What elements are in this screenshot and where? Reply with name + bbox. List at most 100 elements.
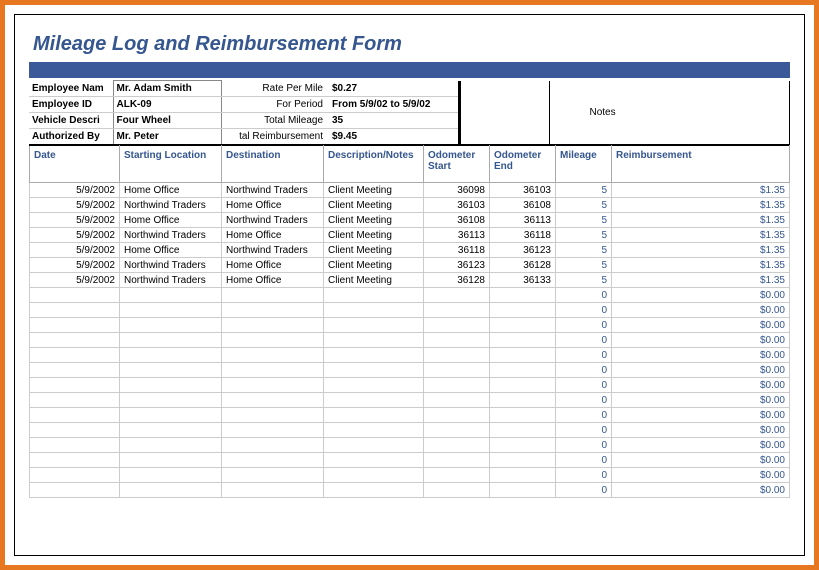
table-cell[interactable]: Home Office [222,198,324,213]
table-cell[interactable] [324,408,424,423]
table-cell[interactable] [424,363,490,378]
table-cell[interactable] [222,438,324,453]
table-cell[interactable]: Northwind Traders [120,258,222,273]
table-cell[interactable] [222,318,324,333]
table-cell[interactable] [424,288,490,303]
table-cell[interactable]: 0 [556,288,612,303]
table-cell[interactable]: Home Office [222,228,324,243]
table-cell[interactable]: $0.00 [612,303,790,318]
table-cell[interactable]: 36113 [490,213,556,228]
table-cell[interactable]: $0.00 [612,468,790,483]
table-cell[interactable] [222,333,324,348]
table-cell[interactable]: 5/9/2002 [30,213,120,228]
table-cell[interactable] [30,393,120,408]
table-cell[interactable]: 0 [556,318,612,333]
notes-area[interactable]: Notes [549,81,790,145]
table-cell[interactable]: Client Meeting [324,213,424,228]
table-cell[interactable] [424,318,490,333]
table-cell[interactable] [490,423,556,438]
table-cell[interactable]: $1.35 [612,183,790,198]
table-cell[interactable]: $0.00 [612,348,790,363]
col-header-date[interactable]: Date [30,146,120,183]
table-cell[interactable] [490,438,556,453]
table-cell[interactable] [324,318,424,333]
table-cell[interactable]: 0 [556,363,612,378]
table-cell[interactable] [424,423,490,438]
table-cell[interactable]: 36123 [424,258,490,273]
table-cell[interactable] [30,453,120,468]
table-cell[interactable] [120,483,222,498]
table-cell[interactable] [490,483,556,498]
table-cell[interactable]: 0 [556,378,612,393]
table-cell[interactable]: 36108 [490,198,556,213]
table-cell[interactable]: Home Office [120,243,222,258]
table-cell[interactable] [324,333,424,348]
table-cell[interactable] [30,483,120,498]
value-vehicle-desc[interactable]: Four Wheel [113,113,221,129]
table-cell[interactable] [324,348,424,363]
table-cell[interactable]: 5 [556,183,612,198]
table-cell[interactable] [120,408,222,423]
table-cell[interactable]: Client Meeting [324,228,424,243]
table-cell[interactable] [490,393,556,408]
table-cell[interactable]: 36108 [424,213,490,228]
table-cell[interactable] [30,468,120,483]
table-cell[interactable] [120,333,222,348]
value-rate-per-mile[interactable]: $0.27 [329,81,459,97]
table-cell[interactable] [324,393,424,408]
table-cell[interactable]: Client Meeting [324,258,424,273]
table-cell[interactable] [30,363,120,378]
table-cell[interactable]: 0 [556,348,612,363]
table-cell[interactable]: 36118 [490,228,556,243]
col-header-destination[interactable]: Destination [222,146,324,183]
table-cell[interactable] [222,408,324,423]
table-cell[interactable]: Client Meeting [324,183,424,198]
table-cell[interactable] [324,378,424,393]
col-header-start-location[interactable]: Starting Location [120,146,222,183]
table-cell[interactable] [424,438,490,453]
col-header-odometer-end[interactable]: Odometer End [490,146,556,183]
table-cell[interactable] [30,303,120,318]
table-cell[interactable]: 36113 [424,228,490,243]
table-cell[interactable]: 36103 [490,183,556,198]
table-cell[interactable] [490,363,556,378]
table-cell[interactable]: Client Meeting [324,198,424,213]
table-cell[interactable] [120,318,222,333]
table-cell[interactable]: $0.00 [612,438,790,453]
col-header-odometer-start[interactable]: Odometer Start [424,146,490,183]
table-cell[interactable]: 36123 [490,243,556,258]
table-cell[interactable] [424,378,490,393]
table-cell[interactable] [424,303,490,318]
table-cell[interactable] [324,483,424,498]
table-cell[interactable] [120,453,222,468]
table-cell[interactable] [120,468,222,483]
table-cell[interactable] [324,303,424,318]
table-cell[interactable]: Northwind Traders [222,183,324,198]
table-cell[interactable] [490,303,556,318]
table-cell[interactable]: $1.35 [612,228,790,243]
table-cell[interactable]: 5/9/2002 [30,243,120,258]
table-cell[interactable]: $0.00 [612,333,790,348]
table-cell[interactable] [324,453,424,468]
table-cell[interactable]: 0 [556,408,612,423]
table-cell[interactable] [30,318,120,333]
table-cell[interactable]: 36128 [424,273,490,288]
value-for-period[interactable]: From 5/9/02 to 5/9/02 [329,97,459,113]
table-cell[interactable] [424,333,490,348]
table-cell[interactable]: Home Office [120,213,222,228]
table-cell[interactable] [222,423,324,438]
table-cell[interactable]: 0 [556,333,612,348]
table-cell[interactable]: $1.35 [612,258,790,273]
table-cell[interactable]: 5/9/2002 [30,183,120,198]
table-cell[interactable]: 5 [556,243,612,258]
table-cell[interactable]: 0 [556,423,612,438]
table-cell[interactable]: Northwind Traders [222,213,324,228]
table-cell[interactable] [490,348,556,363]
table-cell[interactable] [30,408,120,423]
table-cell[interactable] [120,393,222,408]
table-cell[interactable]: 5 [556,273,612,288]
col-header-description[interactable]: Description/Notes [324,146,424,183]
table-cell[interactable] [490,333,556,348]
table-cell[interactable]: 36103 [424,198,490,213]
table-cell[interactable]: Home Office [222,273,324,288]
